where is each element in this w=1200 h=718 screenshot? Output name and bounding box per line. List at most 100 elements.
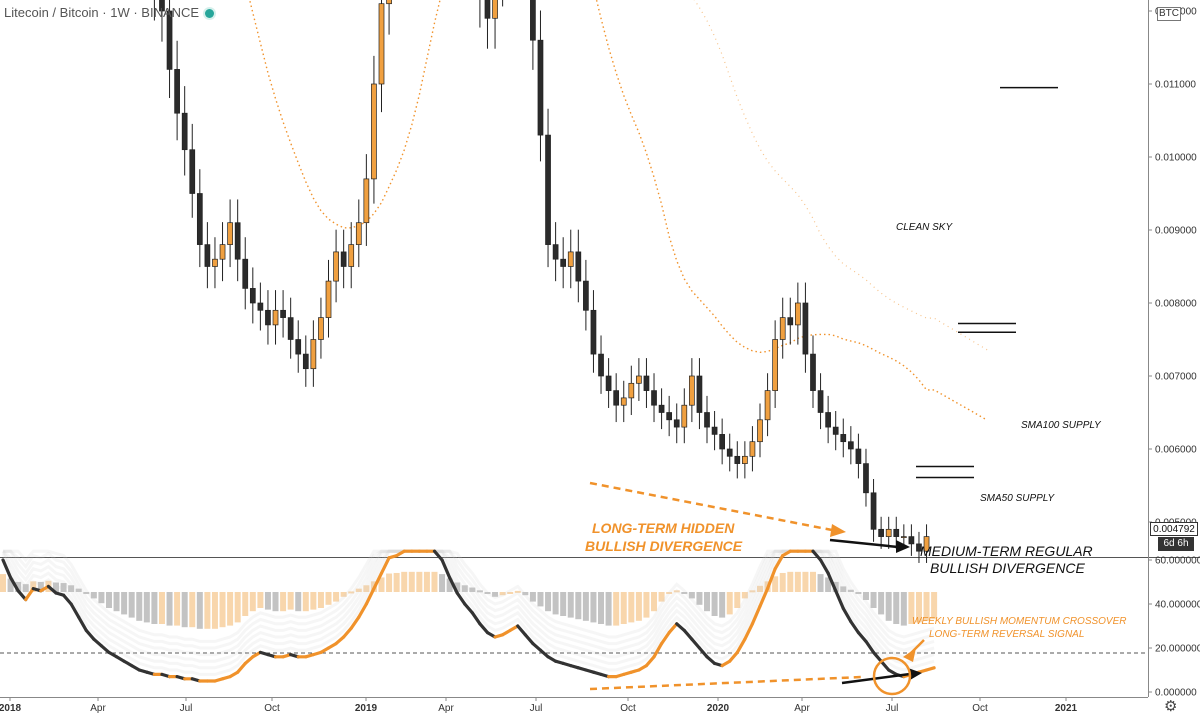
momentum-line-segment: [811, 549, 823, 562]
candle-body: [174, 69, 180, 114]
momentum-histogram-bar: [651, 592, 658, 612]
momentum-histogram-bar: [809, 571, 816, 592]
momentum-histogram-bar: [439, 574, 446, 592]
momentum-histogram-bar: [575, 592, 582, 620]
momentum-line-segment: [379, 556, 391, 575]
candle-body: [545, 134, 551, 245]
momentum-histogram-bar: [75, 588, 82, 592]
momentum-trail: [3, 549, 935, 643]
momentum-line-segment: [849, 619, 861, 635]
momentum-histogram-bar: [878, 592, 885, 615]
candle-body: [257, 302, 264, 311]
candle-body: [764, 390, 771, 421]
momentum-line-segment: [463, 602, 474, 615]
momentum-line-segment: [342, 626, 353, 639]
momentum-histogram-bar: [264, 592, 271, 610]
candle-body: [583, 280, 589, 311]
momentum-histogram-bar: [423, 571, 430, 592]
momentum-histogram-bar: [181, 592, 188, 628]
momentum-histogram-bar: [219, 592, 226, 628]
momentum-histogram-bar: [37, 581, 44, 592]
time-axis-label: Apr: [794, 703, 810, 714]
candle-body: [802, 302, 809, 355]
header-separator: ·: [98, 5, 111, 20]
momentum-histogram-bar: [461, 585, 468, 592]
momentum-line-segment: [432, 549, 444, 562]
candle-body: [794, 302, 801, 326]
candle-body: [552, 244, 559, 260]
candle-body: [893, 528, 900, 537]
price-axis-label: 0.011000: [1155, 80, 1196, 91]
momentum-histogram-bar: [15, 581, 22, 592]
candle-body: [878, 528, 884, 537]
candle-body: [325, 280, 332, 318]
gear-icon[interactable]: ⚙: [1164, 698, 1178, 715]
momentum-histogram-bar: [280, 592, 287, 612]
currency-badge[interactable]: BTC: [1157, 7, 1181, 21]
momentum-trail: [3, 549, 935, 650]
momentum-line-segment: [841, 606, 853, 624]
momentum-histogram-bar: [333, 592, 340, 602]
candle-body: [749, 441, 756, 457]
candle-body: [689, 375, 695, 406]
momentum-histogram-bar: [211, 592, 218, 629]
momentum-histogram-bar: [272, 592, 279, 612]
momentum-histogram-bar: [22, 584, 29, 592]
candle-body: [832, 426, 839, 435]
momentum-histogram-bar: [499, 592, 506, 596]
momentum-line-segment: [644, 655, 656, 668]
momentum-histogram-bar: [196, 592, 203, 629]
candle-body: [628, 382, 635, 399]
osc-axis-label: 60.000000: [1155, 556, 1200, 567]
momentum-histogram-bar: [90, 592, 97, 599]
candle-body: [673, 419, 680, 428]
momentum-line-segment: [773, 553, 785, 571]
bar-countdown-badge: 6d 6h: [1158, 537, 1194, 551]
candle-body: [734, 455, 741, 464]
momentum-line-segment: [735, 637, 747, 655]
momentum-histogram-bar: [552, 592, 559, 615]
momentum-line-segment: [478, 622, 490, 635]
time-axis-label: Apr: [438, 703, 454, 714]
momentum-histogram-bar: [416, 571, 423, 592]
momentum-line-segment: [8, 575, 20, 593]
time-axis-label: 2020: [707, 703, 730, 714]
osc-axis-label: 40.000000: [1155, 600, 1200, 611]
momentum-line-segment: [758, 586, 770, 608]
momentum-line-segment: [743, 622, 755, 641]
candle-body: [908, 536, 915, 545]
momentum-histogram-bar: [666, 592, 673, 594]
candle-body: [340, 251, 347, 267]
momentum-histogram-bar: [469, 587, 476, 592]
momentum-histogram-bar: [30, 581, 37, 592]
momentum-trail: [3, 549, 935, 657]
symbol-header: Litecoin / Bitcoin · 1W · BINANCE: [4, 5, 215, 20]
symbol-name[interactable]: Litecoin / Bitcoin: [4, 5, 99, 20]
osc-axis-label: 20.000000: [1155, 644, 1200, 655]
momentum-histogram-bar: [825, 577, 832, 592]
time-axis-label: Oct: [972, 703, 988, 714]
momentum-histogram-bar: [719, 592, 726, 618]
momentum-line-segment: [659, 630, 671, 646]
momentum-line-segment: [818, 558, 830, 575]
candle-body: [900, 536, 907, 538]
momentum-line-segment: [334, 635, 346, 646]
momentum-histogram-bar: [98, 592, 105, 604]
momentum-histogram-bar: [386, 573, 393, 592]
candle-body: [605, 375, 612, 391]
candle-body: [711, 426, 718, 435]
momentum-histogram-bar: [143, 592, 150, 623]
candle-body: [575, 251, 582, 282]
interval-label[interactable]: 1W: [110, 5, 130, 20]
momentum-line-segment: [826, 571, 838, 593]
momentum-histogram-bar: [454, 582, 461, 592]
momentum-line-segment: [531, 641, 543, 652]
momentum-histogram-bar: [363, 585, 370, 592]
momentum-histogram-bar: [757, 585, 763, 592]
momentum-histogram-bar: [484, 592, 491, 594]
annotation-hidden-divergence: LONG-TERM HIDDEN: [592, 520, 735, 536]
momentum-trail: [1, 549, 935, 670]
candle-body: [227, 222, 233, 245]
